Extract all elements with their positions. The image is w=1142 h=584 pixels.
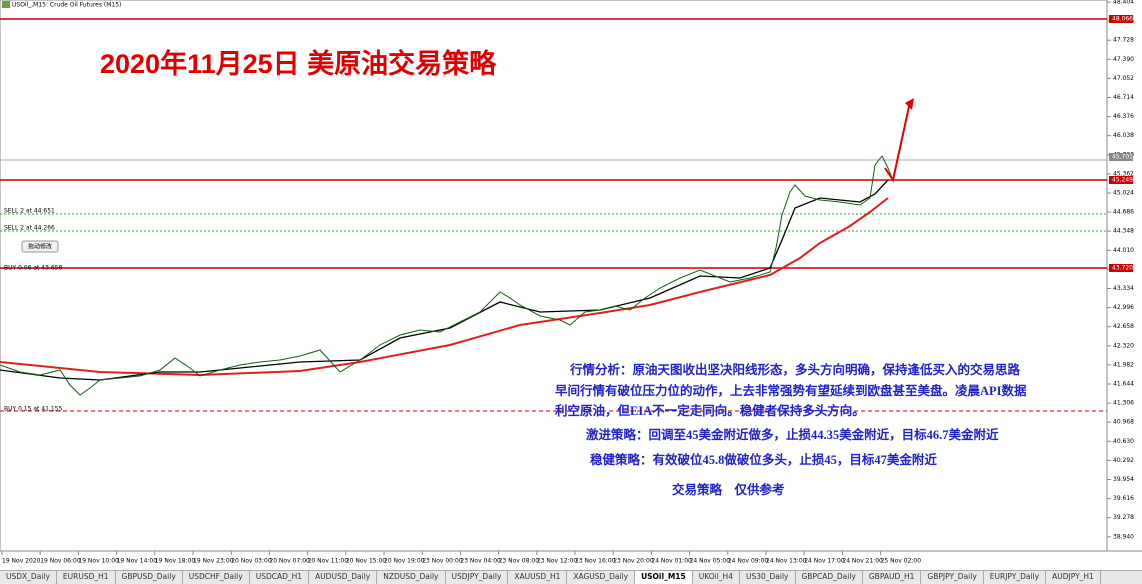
chart-tab[interactable]: GBPUSD_Daily: [116, 571, 183, 584]
time-label: 19 Nov 10:00: [78, 558, 119, 565]
price-marker: [1109, 153, 1133, 161]
price-label: 45.362: [1113, 170, 1134, 177]
time-label: 23 Nov 16:00: [575, 558, 616, 565]
time-label: 24 Nov 05:00: [690, 558, 731, 565]
chart-tab[interactable]: GBPJPY_Daily: [921, 571, 984, 584]
time-label: 25 Nov 02:00: [881, 558, 922, 565]
time-label: 19 Nov 14:00: [117, 558, 158, 565]
price-label: 47.052: [1113, 75, 1134, 82]
price-series: [0, 155, 893, 396]
price-label: 44.348: [1113, 228, 1134, 235]
order-label: SELL 2 at 44.266: [4, 225, 55, 232]
chart-tab[interactable]: GBPCAD_Daily: [796, 571, 863, 584]
time-label: 20 Nov 19:00: [384, 558, 425, 565]
chart-tab[interactable]: USDJPY_Daily: [446, 571, 509, 584]
price-label: 48.404: [1113, 0, 1134, 6]
time-label: 23 Nov 12:00: [537, 558, 578, 565]
order-label: SELL 2 at 44.651: [4, 208, 55, 215]
moving-average: [0, 179, 889, 381]
time-label: 23 Nov 04:00: [460, 558, 501, 565]
arrow-head: [905, 98, 914, 110]
price-label: 38.940: [1113, 533, 1134, 540]
order-label: BUY 0.06 at 43.658: [4, 265, 62, 272]
time-label: 20 Nov 03:00: [231, 558, 272, 565]
annotation-line: 交易策略 仅供参考: [672, 482, 785, 497]
price-label: 41.982: [1113, 361, 1134, 368]
price-label: 40.968: [1113, 419, 1134, 426]
price-label: 41.306: [1113, 400, 1134, 407]
price-label: 40.292: [1113, 457, 1134, 464]
time-label: 19 Nov 2020: [2, 558, 41, 565]
price-marker-label: 48.066: [1112, 16, 1133, 23]
price-label: 46.038: [1113, 132, 1134, 139]
chart-tab[interactable]: USDCHF_Daily: [183, 571, 250, 584]
annotation-line: 早间行情有破位压力位的动作，上去非常强势有望延续到欧盘甚至美盘。凌晨API数据: [555, 383, 1027, 398]
plot-area: [0, 0, 1108, 552]
tab-bar: USDX_Daily EURUSD_H1 GBPUSD_Daily USDCHF_Da…: [0, 570, 1142, 584]
chart-tab[interactable]: EURUSD_H1: [57, 571, 116, 584]
time-label: 23 Nov 20:00: [613, 558, 654, 565]
order-label: BUY 0.15 at 41.155: [4, 406, 62, 413]
annotation-line: 利空原油，但EIA不一定走同向。稳健者保持多头方向。: [555, 403, 865, 418]
price-label: 41.644: [1113, 381, 1134, 388]
price-label: 44.686: [1113, 209, 1134, 216]
chart-tab[interactable]: XAGUSD_Daily: [567, 571, 636, 584]
time-label: 19 Nov 18:00: [155, 558, 196, 565]
price-label: 42.320: [1113, 342, 1134, 349]
time-label: 19 Nov 23:00: [193, 558, 234, 565]
price-label: 46.376: [1113, 113, 1134, 120]
price-label: 39.616: [1113, 495, 1134, 502]
price-label: 42.996: [1113, 304, 1134, 311]
time-label: 20 Nov 07:00: [269, 558, 310, 565]
chart-tab[interactable]: USDX_Daily: [0, 571, 57, 584]
time-label: 23 Nov 08:00: [499, 558, 540, 565]
chart-tab[interactable]: GBPAUD_H1: [863, 571, 922, 584]
price-marker-label: 45.249: [1112, 177, 1133, 184]
chart-tab[interactable]: USDCAD_H1: [250, 571, 310, 584]
chart-title: 2020年11月25日 美原油交易策略: [100, 48, 497, 79]
price-label: 43.334: [1113, 285, 1134, 292]
price-label: 39.954: [1113, 476, 1134, 483]
time-label: 24 Nov 09:00: [728, 558, 769, 565]
price-marker-label: 43.720: [1112, 265, 1133, 272]
chart-tab[interactable]: UKOil_H4: [693, 571, 740, 584]
price-label: 44.010: [1113, 247, 1134, 254]
price-label: 45.024: [1113, 190, 1134, 197]
annotation-line: 稳健策略：有效破位45.8做破位多头，止损45，目标47美金附近: [590, 452, 937, 467]
price-label: 46.714: [1113, 94, 1134, 101]
time-label: 24 Nov 13:00: [766, 558, 807, 565]
chart-tab[interactable]: AUDUSD_Daily: [309, 571, 378, 584]
time-label: 24 Nov 21:00: [842, 558, 883, 565]
chart-header: USOil_,M15: Crude Oil Futures (M15): [12, 2, 121, 9]
symbol-icon: [2, 1, 10, 8]
price-marker: [1109, 15, 1133, 23]
price-label: 40.630: [1113, 438, 1134, 445]
chart-tab[interactable]: US30_Daily: [740, 571, 796, 584]
price-marker: [1109, 264, 1133, 272]
time-label: 24 Nov 01:00: [651, 558, 692, 565]
price-label: 47.390: [1113, 56, 1134, 63]
price-label: 39.278: [1113, 514, 1134, 521]
annotation-line: 激进策略：回调至45美金附近做多，止损44.35美金附近，目标46.7美金附近: [586, 427, 999, 442]
forecast-arrow: [884, 101, 911, 183]
chart-tab[interactable]: USOil_M15: [635, 571, 693, 584]
button-label: 拖动修改: [28, 243, 52, 251]
time-label: 20 Nov 15:00: [346, 558, 387, 565]
time-label: 20 Nov 11:00: [308, 558, 349, 565]
chart: USOil_,M15: Crude Oil Futures (M15) 拖动修改…: [0, 0, 1142, 565]
chart-tab[interactable]: AUDJPY_H1: [1046, 571, 1101, 584]
chart-tab[interactable]: EURJPY_Daily: [984, 571, 1047, 584]
time-label: 24 Nov 17:00: [804, 558, 845, 565]
price-label: 42.658: [1113, 323, 1134, 330]
time-label: 19 Nov 06:00: [40, 558, 81, 565]
chart-tab[interactable]: XAUUSD_H1: [508, 571, 568, 584]
chart-tab[interactable]: NZDUSD_Daily: [377, 571, 446, 584]
drag-modify-button[interactable]: [21, 240, 59, 253]
annotation-line: 行情分析：原油天图收出坚决阳线形态，多头方向明确，保持逢低买入的交易思路: [569, 362, 1021, 377]
price-marker-label: 45.701: [1112, 154, 1133, 161]
price-label: 47.728: [1113, 37, 1134, 44]
time-label: 23 Nov 00:00: [422, 558, 463, 565]
price-marker: [1109, 176, 1133, 184]
